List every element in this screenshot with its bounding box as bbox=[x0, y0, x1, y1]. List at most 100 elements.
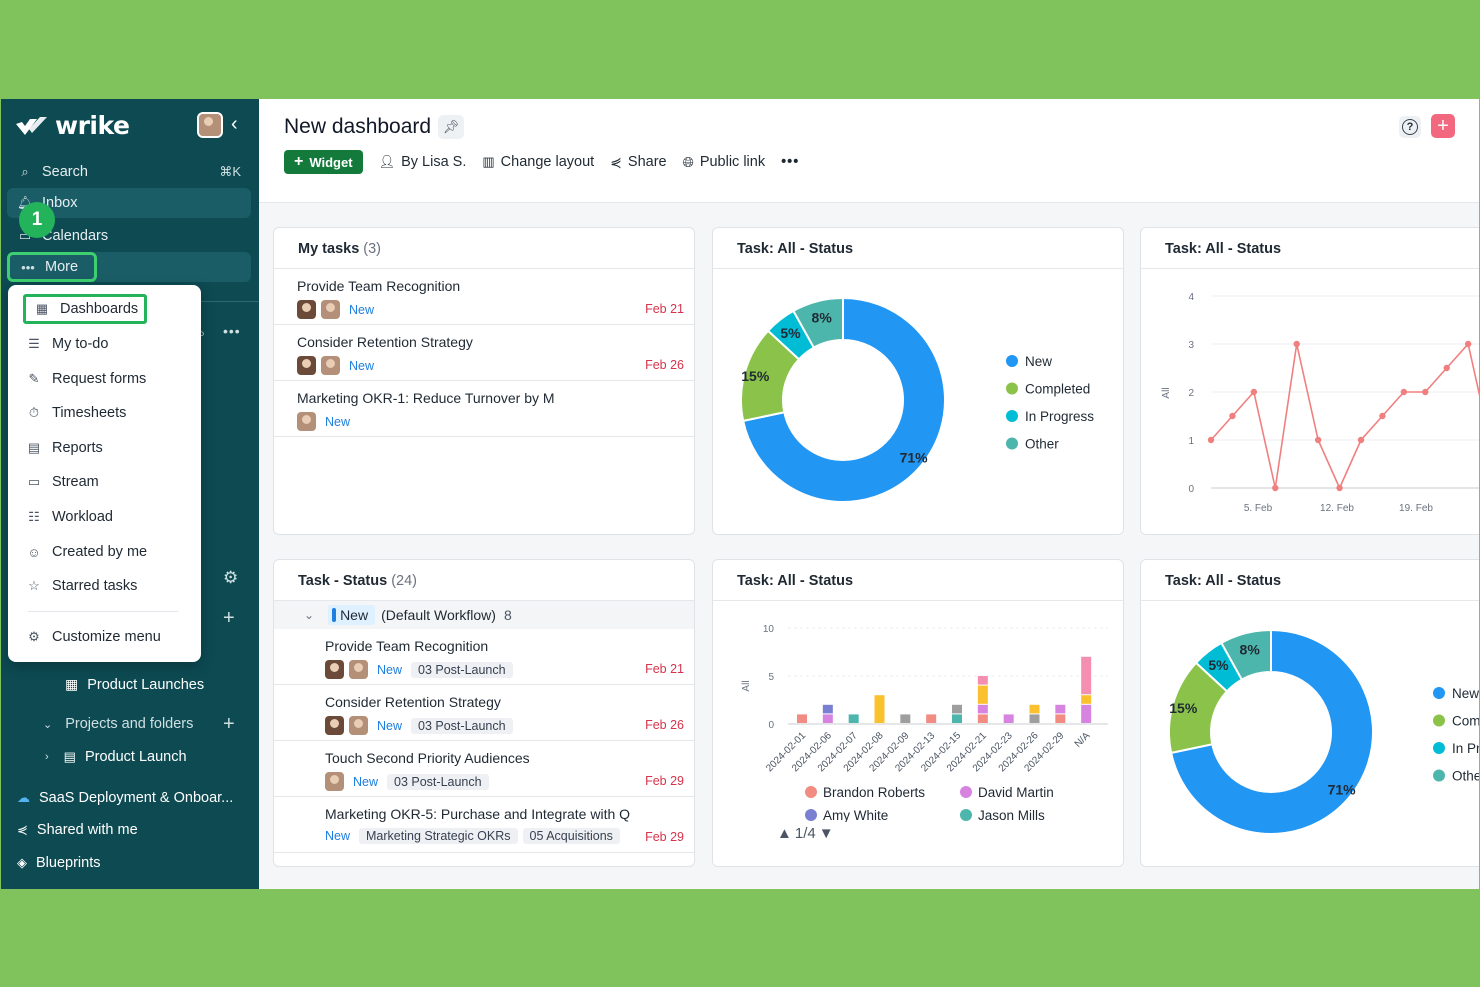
slice-label: 8% bbox=[1240, 642, 1261, 658]
task-row[interactable]: Marketing OKR-5: Purchase and Integrate … bbox=[274, 797, 694, 853]
menu-item-request-forms[interactable]: ✎ Request forms bbox=[26, 365, 147, 393]
project-tag[interactable]: 03 Post-Launch bbox=[411, 661, 513, 678]
page-up-icon[interactable]: ▲ bbox=[777, 825, 792, 842]
task-meta: New bbox=[297, 412, 354, 431]
task-row[interactable]: Touch Second Priority Audiences New 03 P… bbox=[274, 741, 694, 797]
y-axis-label: All bbox=[1161, 387, 1172, 398]
assignee-avatar bbox=[349, 660, 368, 679]
public-link-button[interactable]: 🌐︎ Public link bbox=[683, 154, 765, 171]
legend-label: Other bbox=[1025, 437, 1059, 452]
data-point bbox=[1464, 340, 1472, 348]
menu-item-timesheets[interactable]: ⏱ Timesheets bbox=[26, 399, 126, 427]
x-tick-label: 12. Feb bbox=[1320, 503, 1354, 514]
timesheets-label: Timesheets bbox=[52, 405, 127, 421]
task-row[interactable]: Consider Retention Strategy New Feb 26 bbox=[274, 325, 694, 381]
task-row[interactable]: Provide Team Recognition New 03 Post-Lau… bbox=[274, 629, 694, 685]
sidebar-item-more[interactable]: ••• More bbox=[7, 252, 97, 282]
saas-label: SaaS Deployment & Onboar... bbox=[39, 790, 234, 806]
project-tag[interactable]: 03 Post-Launch bbox=[387, 773, 489, 790]
task-row[interactable]: Provide Team Recognition New Feb 21 bbox=[274, 269, 694, 325]
y-tick-label: 4 bbox=[1188, 292, 1194, 303]
menu-item-reports[interactable]: ▤ Reports bbox=[26, 434, 103, 462]
stream-label: Stream bbox=[52, 474, 99, 490]
person-icon: 👤︎ bbox=[378, 154, 396, 169]
search-space-icon[interactable]: ⌕ bbox=[197, 325, 206, 342]
task-title[interactable]: Marketing OKR-1: Reduce Turnover by M bbox=[297, 390, 555, 406]
legend-label: New bbox=[1452, 686, 1479, 701]
collapse-sidebar-icon[interactable]: ‹ bbox=[231, 113, 238, 135]
more-menu: ▦ Dashboards ☰ My to-do ✎ Request forms … bbox=[8, 285, 201, 662]
create-plus-button[interactable]: + bbox=[1431, 114, 1455, 138]
project-tag[interactable]: 05 Acquisitions bbox=[522, 828, 620, 844]
data-point bbox=[1357, 436, 1365, 444]
task-title[interactable]: Marketing OKR-5: Purchase and Integrate … bbox=[325, 806, 631, 822]
task-title[interactable]: Provide Team Recognition bbox=[325, 638, 489, 654]
sidebar-item-product-launch[interactable]: › ▤ Product Launch bbox=[45, 749, 187, 765]
task-meta: New bbox=[297, 356, 378, 375]
user-avatar[interactable] bbox=[197, 112, 223, 138]
legend-dot bbox=[1006, 410, 1018, 422]
project-tag[interactable]: 03 Post-Launch bbox=[411, 717, 513, 734]
data-point bbox=[1443, 364, 1450, 372]
task-row[interactable]: Consider Retention Strategy New 03 Post-… bbox=[274, 685, 694, 741]
data-point bbox=[1293, 340, 1300, 348]
sidebar-search[interactable]: ⌕ Search ⌘K bbox=[7, 157, 251, 187]
legend-label: David Martin bbox=[978, 785, 1054, 800]
status-group-header[interactable]: ⌄ New (Default Workflow) 8 bbox=[274, 601, 694, 629]
slice-label: 15% bbox=[741, 368, 770, 384]
task-title[interactable]: Consider Retention Strategy bbox=[297, 334, 473, 350]
task-title[interactable]: Consider Retention Strategy bbox=[325, 694, 501, 710]
settings-gear-icon[interactable]: ⚙ bbox=[223, 568, 239, 587]
change-layout-button[interactable]: ▥ Change layout bbox=[482, 154, 594, 170]
bar-chart: 0510All2024-02-012024-02-062024-02-07202… bbox=[713, 624, 1123, 866]
share-button[interactable]: ⋞ Share bbox=[610, 154, 666, 171]
help-icon[interactable]: ? bbox=[1399, 116, 1421, 138]
status-bar-widget: Task: All - Status 0 5 10 All 2024-02-01 2024… bbox=[712, 559, 1124, 867]
sidebar-item-product-launches[interactable]: ▦ Product Launches bbox=[65, 676, 204, 693]
legend-dot bbox=[1006, 355, 1018, 367]
owner-button[interactable]: 👤︎ By Lisa S. bbox=[379, 154, 467, 170]
sidebar: wrike ‹ ⌕ Search ⌘K 🔔︎ Inbox 1 ▭ Calenda… bbox=[1, 99, 259, 889]
assignee-avatar bbox=[321, 356, 340, 375]
assignee-avatar bbox=[349, 716, 368, 735]
sidebar-item-blueprints[interactable]: ◈ Blueprints bbox=[17, 855, 100, 871]
menu-item-dashboards[interactable]: ▦ Dashboards bbox=[23, 294, 147, 324]
menu-item-customize[interactable]: ⚙ Customize menu bbox=[26, 623, 161, 651]
more-options-icon[interactable]: ••• bbox=[781, 154, 800, 170]
menu-item-starred-tasks[interactable]: ☆ Starred tasks bbox=[26, 572, 137, 600]
task-title[interactable]: Touch Second Priority Audiences bbox=[325, 750, 530, 766]
add-project-icon[interactable]: + bbox=[223, 713, 235, 735]
widget-header-divider bbox=[1141, 600, 1479, 601]
task-row[interactable]: Marketing OKR-1: Reduce Turnover by M Ne… bbox=[274, 381, 694, 437]
menu-item-created-by-me[interactable]: ☺ Created by me bbox=[26, 538, 147, 566]
bar-segment bbox=[977, 676, 988, 685]
menu-item-my-todo[interactable]: ☰ My to-do bbox=[26, 330, 108, 358]
x-tick-label: 19. Feb bbox=[1399, 503, 1433, 514]
widget-header-divider bbox=[713, 268, 1123, 269]
legend-dot bbox=[805, 809, 817, 821]
menu-item-workload[interactable]: ☷ Workload bbox=[26, 503, 113, 531]
page-down-icon[interactable]: ▼ bbox=[818, 825, 834, 842]
project-tag[interactable]: Marketing Strategic OKRs bbox=[359, 828, 518, 844]
legend-label: Brandon Roberts bbox=[823, 785, 925, 800]
pin-icon[interactable]: 📌︎ bbox=[438, 115, 464, 139]
bar-segment bbox=[977, 685, 988, 704]
created-by-me-label: Created by me bbox=[52, 544, 148, 560]
y-tick-label: 5 bbox=[768, 672, 774, 683]
task-title[interactable]: Provide Team Recognition bbox=[297, 278, 461, 294]
sidebar-item-saas[interactable]: ☁ SaaS Deployment & Onboar... bbox=[17, 790, 233, 806]
space-options-icon[interactable]: ••• bbox=[223, 323, 241, 339]
bar-segment bbox=[977, 714, 988, 723]
add-item-icon[interactable]: + bbox=[223, 607, 235, 629]
widget-header-divider bbox=[1141, 268, 1479, 269]
wrike-logo[interactable]: wrike bbox=[15, 111, 130, 140]
add-widget-button[interactable]: + Widget bbox=[284, 150, 363, 174]
sidebar-item-shared[interactable]: ⋞ Shared with me bbox=[17, 822, 138, 838]
blueprint-icon: ◈ bbox=[17, 855, 27, 870]
sidebar-projects-folders[interactable]: ⌄ Projects and folders bbox=[43, 716, 193, 732]
bar-segment bbox=[952, 704, 962, 714]
legend-dot bbox=[1433, 687, 1445, 699]
step-badge: 1 bbox=[19, 202, 55, 238]
menu-item-stream[interactable]: ▭ Stream bbox=[26, 468, 99, 496]
legend-clip bbox=[713, 822, 1123, 866]
